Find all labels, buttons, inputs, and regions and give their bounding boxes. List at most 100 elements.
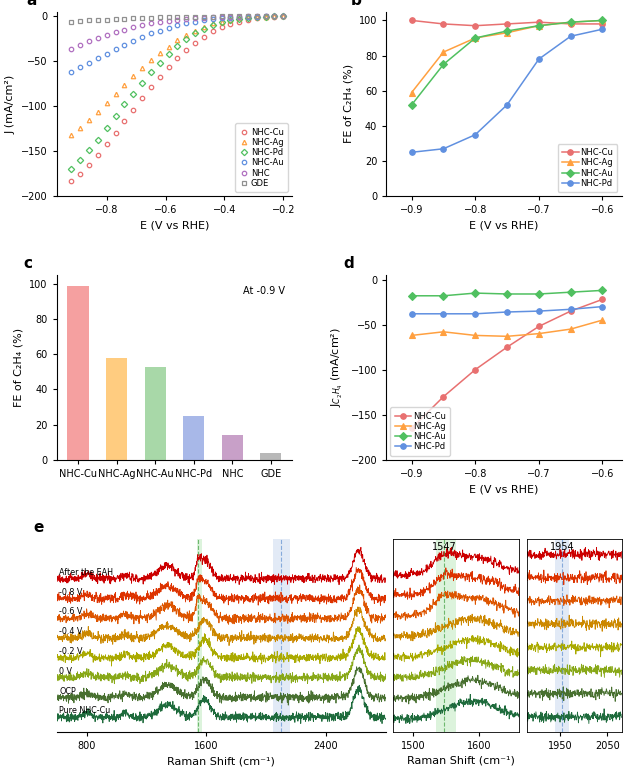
NHC-Cu — [76, 169, 84, 178]
NHC-Cu — [191, 39, 199, 48]
NHC-Ag — [76, 123, 84, 133]
NHC-Cu — [165, 63, 172, 72]
Line: NHC-Au: NHC-Au — [69, 14, 285, 74]
NHC-Au — [200, 16, 208, 25]
NHC-Au — [94, 53, 102, 63]
Bar — [68, 286, 89, 460]
Text: b: b — [351, 0, 362, 8]
X-axis label: E (V vs RHE): E (V vs RHE) — [469, 484, 539, 494]
X-axis label: Raman Shift (cm⁻¹): Raman Shift (cm⁻¹) — [167, 757, 275, 767]
NHC-Ag — [271, 12, 278, 21]
NHC-Pd — [504, 100, 511, 109]
GDE — [138, 13, 146, 22]
NHC-Pd — [112, 112, 119, 121]
GDE — [244, 12, 252, 21]
Line: NHC-Cu: NHC-Cu — [409, 18, 605, 29]
NHC-Cu — [262, 13, 269, 22]
NHC-Pd — [138, 78, 146, 88]
NHC-Cu — [471, 365, 479, 374]
NHC-Ag — [504, 332, 511, 341]
NHC — [76, 40, 84, 50]
NHC-Au — [121, 40, 128, 50]
Line: NHC-Pd: NHC-Pd — [409, 304, 605, 316]
NHC-Pd — [227, 16, 234, 25]
Text: d: d — [344, 257, 355, 271]
Line: NHC-Ag: NHC-Ag — [69, 14, 285, 137]
NHC — [147, 19, 155, 28]
Bar — [198, 539, 202, 732]
NHC-Au — [147, 29, 155, 38]
NHC-Cu — [471, 21, 479, 30]
NHC-Pd — [94, 135, 102, 144]
NHC — [200, 13, 208, 22]
NHC-Ag — [182, 30, 190, 40]
NHC — [103, 30, 110, 40]
NHC — [68, 44, 75, 53]
NHC-Cu — [535, 18, 543, 27]
NHC-Au — [112, 45, 119, 54]
NHC-Ag — [227, 15, 234, 24]
NHC-Au — [440, 60, 447, 69]
NHC-Pd — [200, 24, 208, 33]
Bar — [555, 539, 569, 732]
NHC-Ag — [235, 14, 243, 23]
NHC-Ag — [165, 42, 172, 51]
NHC-Pd — [440, 309, 447, 319]
NHC — [182, 15, 190, 24]
NHC-Ag — [156, 48, 163, 57]
NHC — [209, 12, 216, 22]
Bar — [436, 539, 456, 732]
NHC — [165, 16, 172, 26]
GDE — [218, 12, 225, 21]
NHC-Au — [535, 289, 543, 298]
GDE — [112, 15, 119, 24]
NHC-Cu — [235, 17, 243, 26]
NHC-Au — [599, 16, 606, 25]
NHC-Au — [504, 26, 511, 36]
GDE — [76, 16, 84, 26]
GDE — [103, 15, 110, 24]
NHC — [253, 12, 261, 21]
Legend: NHC-Cu, NHC-Ag, NHC-Au, NHC-Pd: NHC-Cu, NHC-Ag, NHC-Au, NHC-Pd — [558, 144, 617, 192]
Text: c: c — [24, 257, 33, 271]
NHC-Cu — [599, 19, 606, 29]
NHC-Ag — [440, 327, 447, 336]
Text: e: e — [34, 520, 44, 535]
NHC-Pd — [182, 34, 190, 43]
Text: a: a — [27, 0, 37, 8]
Line: NHC-Cu: NHC-Cu — [69, 14, 285, 183]
NHC-Pd — [174, 41, 181, 50]
NHC — [227, 12, 234, 22]
Line: NHC-Au: NHC-Au — [409, 288, 605, 298]
NHC-Au — [471, 33, 479, 43]
Text: -0.6 V: -0.6 V — [59, 608, 83, 616]
NHC-Au — [174, 20, 181, 29]
NHC-Ag — [138, 64, 146, 73]
NHC-Cu — [567, 306, 574, 315]
NHC-Au — [209, 15, 216, 24]
NHC-Cu — [535, 322, 543, 331]
GDE — [253, 12, 261, 21]
NHC-Pd — [471, 309, 479, 319]
NHC — [156, 17, 163, 26]
Text: At -0.9 V: At -0.9 V — [243, 286, 285, 296]
NHC — [121, 25, 128, 34]
NHC-Pd — [440, 144, 447, 153]
NHC-Cu — [94, 150, 102, 160]
Bar — [183, 415, 204, 460]
NHC-Cu — [280, 12, 287, 21]
GDE — [94, 16, 102, 25]
GDE — [262, 12, 269, 21]
NHC-Au — [271, 12, 278, 21]
NHC-Au — [218, 13, 225, 22]
NHC-Cu — [174, 53, 181, 63]
NHC-Ag — [244, 13, 252, 22]
NHC — [280, 12, 287, 21]
NHC — [85, 36, 93, 46]
NHC-Pd — [156, 58, 163, 67]
NHC-Cu — [567, 19, 574, 29]
NHC-Au — [165, 23, 172, 33]
NHC-Cu — [408, 423, 415, 432]
NHC-Au — [191, 17, 199, 26]
GDE — [68, 17, 75, 26]
